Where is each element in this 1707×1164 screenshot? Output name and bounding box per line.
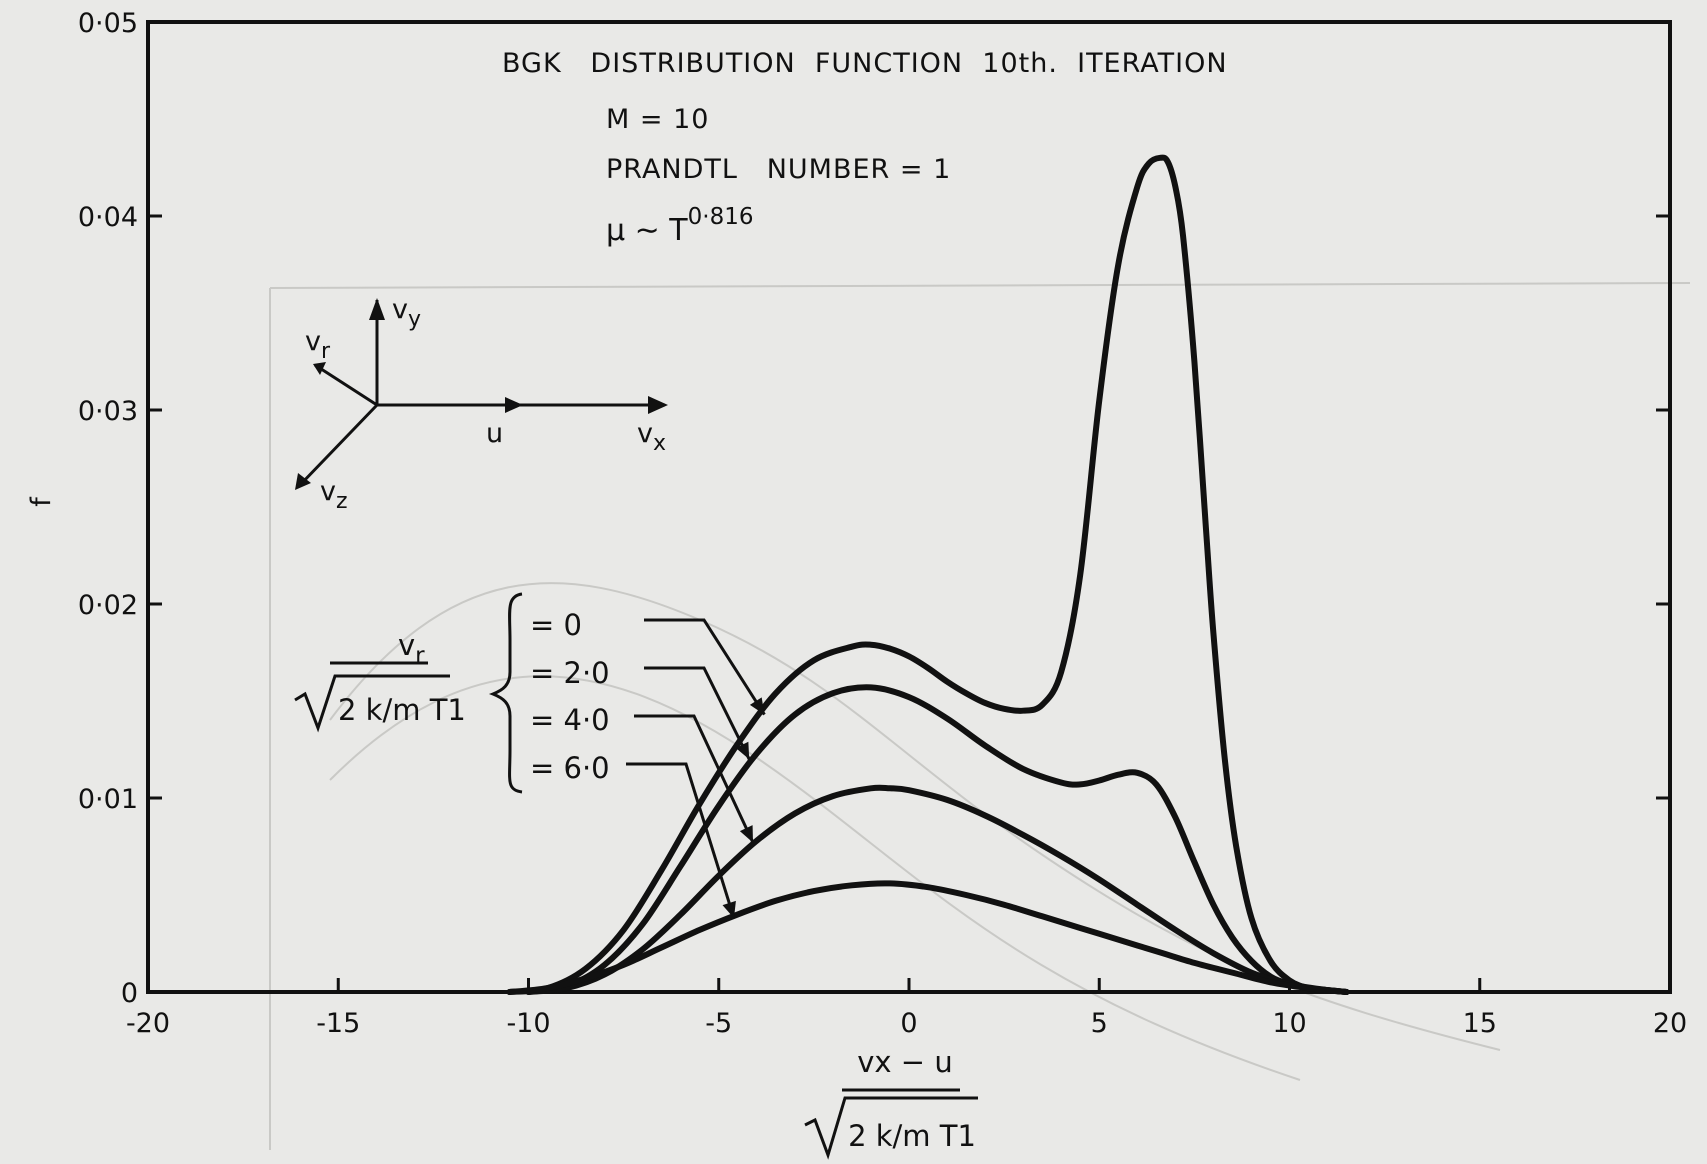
legend-leader-line (626, 762, 736, 919)
axis-label-vr: vr (305, 326, 331, 364)
y-tick-labels: 0 0·01 0·02 0·03 0·04 0·05 (78, 8, 138, 1009)
legend-leader-arrowhead (735, 741, 750, 760)
x-tick-labels: -20 -15 -10 -5 0 5 10 15 20 (126, 1008, 1687, 1039)
y-axis-label: f (26, 496, 57, 507)
legend-leader-arrowhead (749, 697, 765, 715)
axis-label-u: u (486, 418, 503, 449)
legend-entries: = 0 = 2·0 = 4·0 = 6·0 (530, 608, 766, 919)
x-tick-label: -15 (316, 1008, 360, 1039)
legend-variable-denominator: 2 k/m T1 (338, 693, 466, 727)
x-axis-label-numerator: vx − u (857, 1045, 952, 1079)
legend-variable-numerator: vr (398, 628, 425, 669)
y-tick-label: 0·02 (78, 590, 138, 621)
x-tick-label: -20 (126, 1008, 170, 1039)
axis-label-vy: vy (392, 294, 421, 332)
title-block: BGK DISTRIBUTION FUNCTION 10th. ITERATIO… (502, 48, 1228, 248)
curve-vr-0 (506, 154, 1350, 995)
y-tick-label: 0·04 (78, 202, 138, 233)
legend-leader-arrowhead (739, 825, 753, 843)
legend-leader-line (644, 618, 766, 716)
curve-vr-2 (525, 684, 1350, 995)
x-tick-label: 10 (1272, 1008, 1306, 1039)
arrow-vz-head (295, 473, 311, 490)
curve-vr-6 (506, 880, 1350, 995)
arrow-vy-head (369, 298, 385, 320)
arrow-vx-head (648, 396, 668, 414)
title-line-3: PRANDTL NUMBER = 1 (606, 154, 951, 185)
x-tick-label: -5 (705, 1008, 732, 1039)
legend: vr 2 k/m T1 = 0 = 2·0 = 4·0 = 6·0 (294, 592, 766, 919)
y-tick-label: 0·05 (78, 8, 138, 39)
viscosity-law: μ ∼ T0·816 (606, 204, 753, 248)
viscosity-law-base: μ ∼ T (606, 213, 688, 248)
curves (506, 154, 1350, 995)
x-tick-label: 5 (1091, 1008, 1108, 1039)
y-tick-label: 0·01 (78, 784, 138, 815)
x-axis-label-denominator: 2 k/m T1 (848, 1119, 976, 1153)
y-tick-label: 0·03 (78, 396, 138, 427)
x-tick-label: 15 (1463, 1008, 1497, 1039)
legend-leader-line (644, 666, 751, 760)
legend-brace (488, 592, 523, 794)
x-tick-label: -10 (506, 1008, 550, 1039)
y-tick-label: 0 (121, 978, 138, 1009)
arrow-vr-head (313, 362, 326, 375)
legend-entry: = 4·0 (530, 703, 610, 737)
show-through-background (269, 282, 1691, 1150)
x-tick-label: 20 (1653, 1008, 1687, 1039)
axis-label-vz: vz (320, 476, 348, 514)
legend-entry: = 0 (530, 608, 582, 642)
title-line-1: BGK DISTRIBUTION FUNCTION 10th. ITERATIO… (502, 48, 1228, 79)
curve-vr-4 (525, 784, 1350, 995)
legend-entry: = 2·0 (530, 656, 610, 690)
x-tick-label: 0 (900, 1008, 917, 1039)
arrow-u-head (505, 397, 523, 413)
title-line-2: M = 10 (606, 104, 709, 135)
axis-label-vx: vx (637, 418, 666, 456)
axis-ticks (146, 20, 1672, 994)
legend-leader-line (634, 714, 755, 844)
viscosity-law-exponent: 0·816 (688, 204, 754, 230)
velocity-axes-sketch: vy vr u vx vz (295, 294, 668, 514)
legend-entry: = 6·0 (530, 751, 610, 785)
legend-leader-arrowhead (722, 900, 736, 919)
x-axis-label: vx − u 2 k/m T1 (804, 1045, 978, 1160)
